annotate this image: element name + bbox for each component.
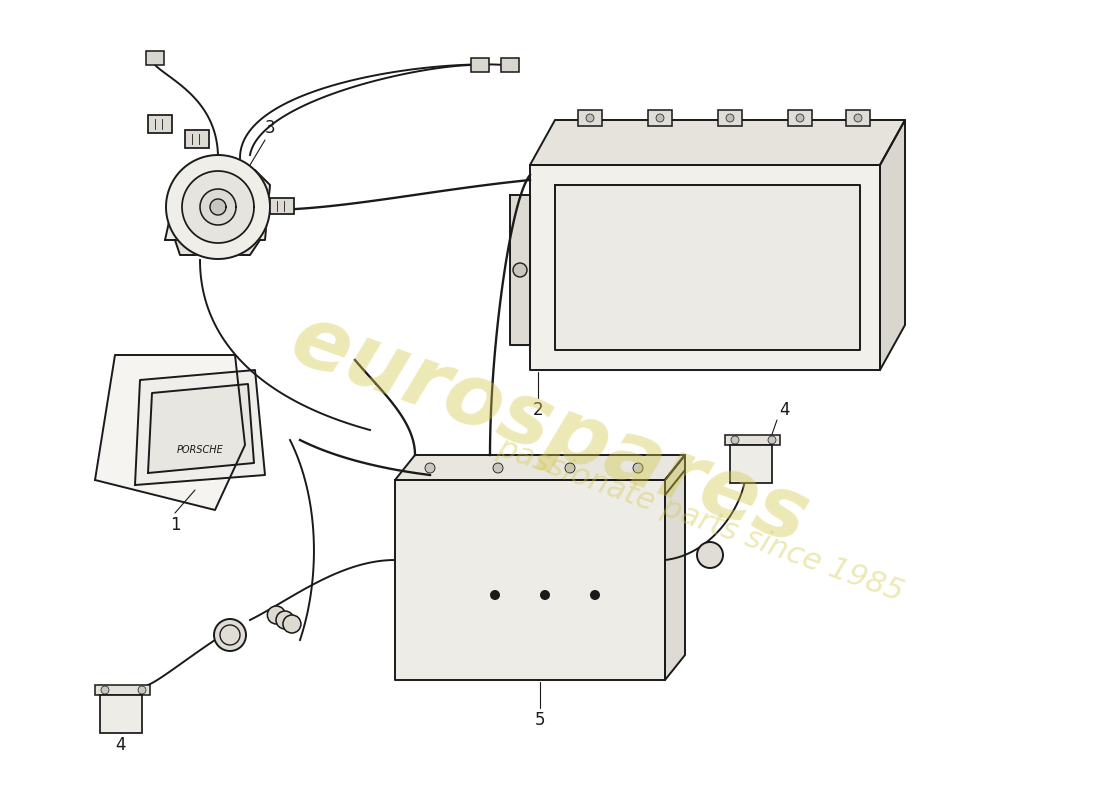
Polygon shape — [666, 455, 685, 495]
Circle shape — [796, 114, 804, 122]
Circle shape — [267, 606, 285, 624]
Polygon shape — [666, 455, 685, 680]
Circle shape — [565, 463, 575, 473]
Circle shape — [540, 590, 550, 600]
Circle shape — [138, 686, 146, 694]
FancyBboxPatch shape — [730, 445, 772, 483]
Circle shape — [726, 114, 734, 122]
FancyBboxPatch shape — [146, 51, 164, 65]
Circle shape — [276, 611, 294, 629]
Circle shape — [513, 263, 527, 277]
FancyBboxPatch shape — [270, 198, 294, 214]
Text: 4: 4 — [114, 736, 125, 754]
FancyBboxPatch shape — [148, 115, 172, 133]
Polygon shape — [556, 185, 860, 350]
Text: 4: 4 — [780, 401, 790, 419]
Circle shape — [101, 686, 109, 694]
Circle shape — [425, 463, 435, 473]
FancyBboxPatch shape — [718, 110, 743, 126]
Text: passionate parts since 1985: passionate parts since 1985 — [493, 433, 908, 607]
Circle shape — [656, 114, 664, 122]
FancyBboxPatch shape — [846, 110, 870, 126]
Circle shape — [586, 114, 594, 122]
FancyBboxPatch shape — [185, 130, 209, 148]
Circle shape — [493, 463, 503, 473]
FancyBboxPatch shape — [725, 435, 780, 445]
Circle shape — [590, 590, 600, 600]
Text: 3: 3 — [265, 119, 275, 137]
FancyBboxPatch shape — [100, 695, 142, 733]
Text: 5: 5 — [535, 711, 546, 729]
Polygon shape — [135, 370, 265, 485]
FancyBboxPatch shape — [578, 110, 602, 126]
Polygon shape — [395, 480, 666, 680]
Circle shape — [768, 436, 776, 444]
FancyBboxPatch shape — [648, 110, 672, 126]
Polygon shape — [510, 195, 530, 345]
Circle shape — [732, 436, 739, 444]
Polygon shape — [166, 155, 270, 259]
FancyBboxPatch shape — [500, 58, 519, 72]
FancyBboxPatch shape — [471, 58, 490, 72]
Polygon shape — [395, 455, 685, 480]
Text: 2: 2 — [532, 401, 543, 419]
Circle shape — [854, 114, 862, 122]
Polygon shape — [175, 240, 260, 255]
FancyBboxPatch shape — [95, 685, 150, 695]
Polygon shape — [95, 355, 245, 510]
Circle shape — [697, 542, 723, 568]
Polygon shape — [530, 120, 905, 165]
Polygon shape — [200, 189, 236, 225]
Circle shape — [283, 615, 301, 633]
Polygon shape — [210, 199, 225, 215]
Circle shape — [490, 590, 500, 600]
Text: 1: 1 — [169, 516, 180, 534]
Circle shape — [632, 463, 644, 473]
Text: PORSCHE: PORSCHE — [177, 445, 223, 455]
Polygon shape — [182, 171, 254, 243]
Polygon shape — [530, 165, 880, 370]
Circle shape — [214, 619, 246, 651]
Polygon shape — [148, 384, 254, 473]
Polygon shape — [880, 120, 905, 370]
Polygon shape — [165, 170, 270, 240]
FancyBboxPatch shape — [788, 110, 812, 126]
Text: eurospares: eurospares — [280, 298, 820, 562]
